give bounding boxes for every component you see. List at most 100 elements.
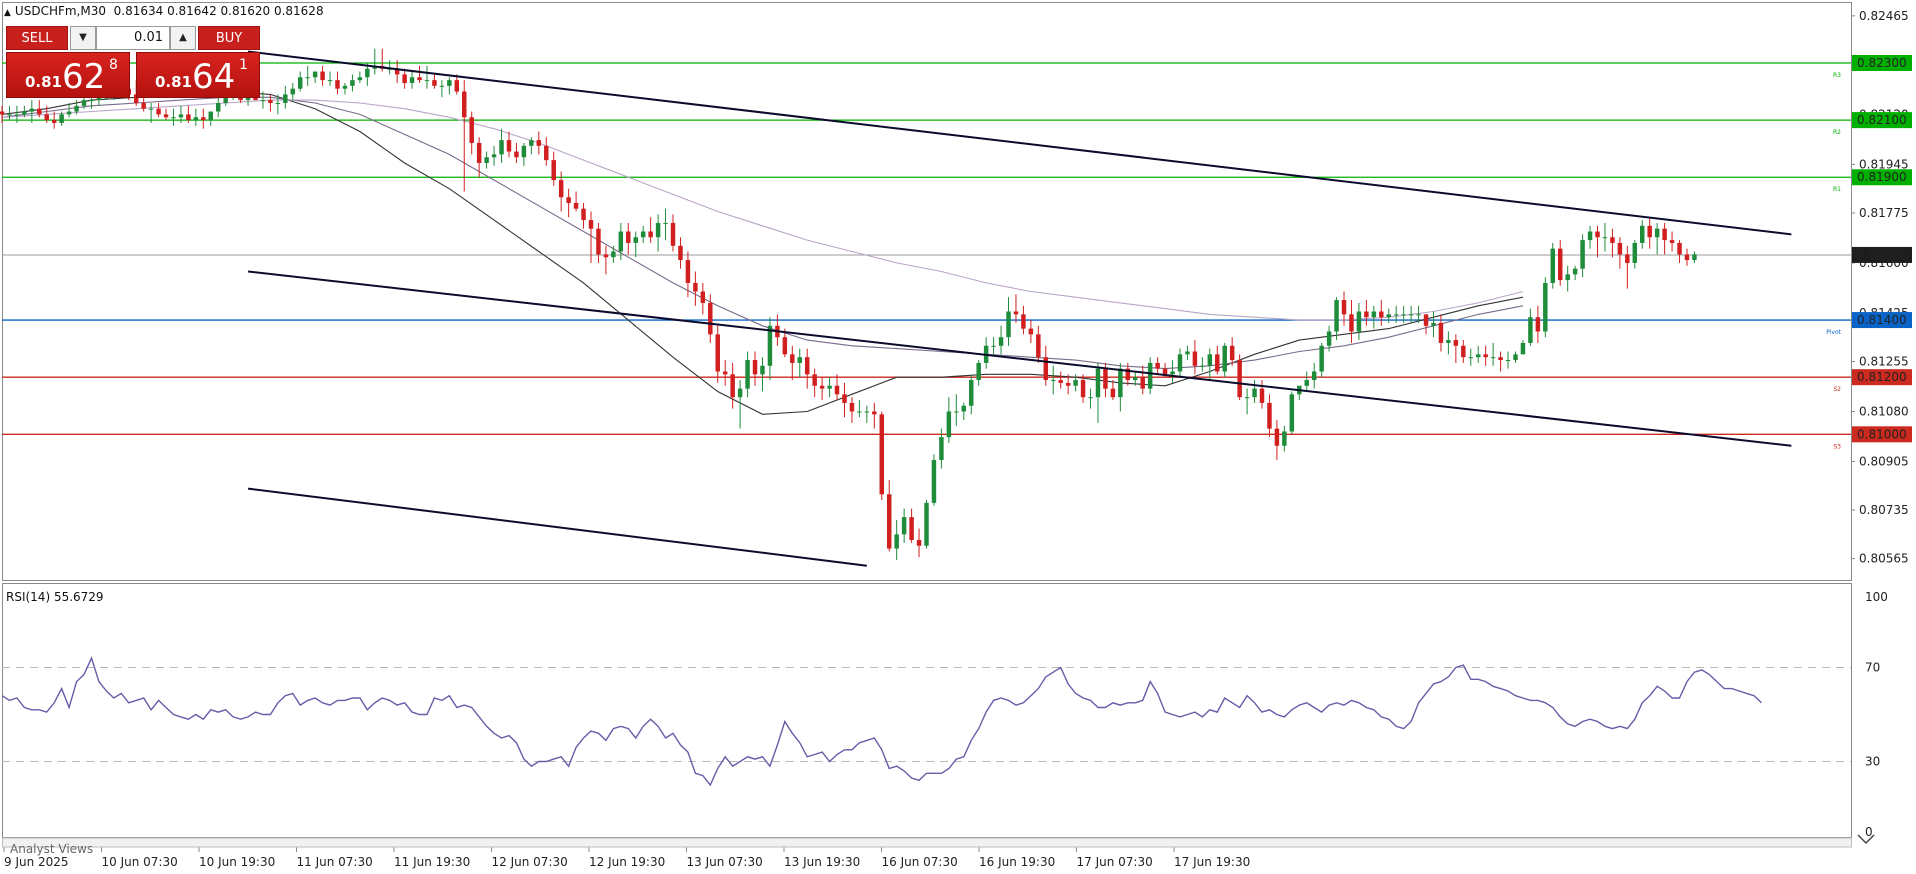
candle-body (886, 494, 892, 549)
candle-body (1065, 382, 1071, 386)
y-tick-label: 0.80735 (1859, 503, 1909, 517)
candle-body (626, 231, 631, 243)
candle-body (506, 140, 512, 152)
x-tick-label: 12 Jun 07:30 (492, 855, 568, 869)
candle-body (909, 517, 914, 541)
candle-body (730, 374, 735, 398)
candle-body (573, 202, 579, 209)
candle-body (693, 282, 698, 292)
candle-body (1341, 300, 1347, 315)
level-price-tag (1852, 169, 1912, 186)
candle-body (74, 105, 79, 112)
sell-price-prefix: 0.81 (25, 73, 63, 91)
scrollbar-track[interactable] (2, 837, 1852, 848)
candle-body (14, 114, 20, 116)
candle-body (640, 231, 646, 238)
trend-channel-line (247, 487, 867, 567)
candle-body (1125, 368, 1131, 381)
candle-body (1207, 354, 1213, 366)
level-price-label: 0.81900 (1857, 170, 1907, 184)
buy-price-point: 1 (239, 57, 248, 73)
level-price-label: 0.81400 (1857, 313, 1907, 327)
candle-body (44, 114, 49, 121)
candle-body (588, 220, 594, 229)
candle-body (864, 411, 870, 413)
one-click-trading-panel: SELL ▼ 0.01 ▲ BUY 0.81 62 8 0.81 64 1 (6, 24, 260, 98)
candle-body (1051, 380, 1056, 382)
candle-body (655, 222, 661, 238)
candle-body (536, 140, 542, 146)
candle-body (462, 91, 467, 118)
lot-decrease-button[interactable]: ▼ (70, 26, 96, 50)
candle-body (1289, 394, 1295, 432)
candle-body (1550, 248, 1556, 283)
candle-body (1408, 314, 1414, 316)
candle-body (1371, 311, 1377, 318)
candle-body (1147, 362, 1153, 389)
sell-price-main: 62 (62, 57, 106, 97)
candle-body (1610, 237, 1615, 243)
candle-body (1058, 380, 1063, 383)
analyst-views-tab[interactable]: Analyst Views (10, 842, 94, 856)
candle-body (1513, 354, 1518, 361)
trend-channel-line (247, 50, 1792, 236)
candle-body (1543, 282, 1548, 332)
candle-body (1252, 388, 1257, 398)
candle-body (991, 345, 996, 347)
candle-body (745, 360, 750, 389)
current-price-tag (1852, 246, 1912, 263)
chart-header: ▲ USDCHFm,M30 0.81634 0.81642 0.81620 0.8… (4, 4, 324, 18)
y-tick-label: 0.81255 (1859, 354, 1909, 368)
level-price-tag (1852, 369, 1912, 386)
candle-body (1326, 331, 1332, 346)
candle-body (469, 117, 474, 143)
scroll-right-icon[interactable] (1857, 834, 1875, 845)
candle-body (872, 411, 877, 415)
candle-body (611, 251, 616, 258)
lot-size-input[interactable]: 0.01 (96, 26, 170, 50)
lot-increase-button[interactable]: ▲ (170, 26, 196, 50)
sell-button[interactable]: SELL (6, 26, 68, 50)
candle-body (633, 237, 638, 243)
x-tick-label: 16 Jun 07:30 (882, 855, 958, 869)
candle-body (700, 291, 706, 303)
candle-body (1640, 225, 1645, 243)
candle-body (1088, 397, 1093, 399)
candle-body (350, 80, 355, 86)
candle-body (1438, 322, 1444, 343)
candle-body (752, 360, 758, 375)
rsi-tick-label: 30 (1865, 755, 1880, 769)
x-tick-label: 17 Jun 19:30 (1174, 855, 1250, 869)
y-tick-label: 0.81080 (1859, 404, 1909, 418)
rsi-tick-label: 70 (1865, 661, 1880, 675)
buy-button[interactable]: BUY (198, 26, 260, 50)
candle-body (0, 111, 5, 115)
y-tick-label: 0.80905 (1859, 454, 1909, 468)
candle-body (1468, 357, 1473, 359)
main-chart-frame (2, 2, 1852, 581)
candle-body (1572, 268, 1578, 275)
rsi-tick-label: 0 (1865, 825, 1873, 839)
candle-body (171, 117, 176, 119)
candle-body (1080, 380, 1086, 398)
candle-body (1557, 248, 1563, 281)
candle-body (141, 102, 146, 109)
candle-body (178, 114, 184, 118)
candle-body (1505, 360, 1511, 362)
candle-body (998, 337, 1004, 346)
candle-body (618, 231, 624, 252)
candle-body (849, 402, 855, 412)
x-tick-label: 11 Jun 19:30 (394, 855, 470, 869)
candle-body (596, 228, 601, 255)
candle-body (715, 334, 720, 372)
candle-body (834, 385, 840, 395)
candle-body (968, 380, 974, 406)
sell-price-box[interactable]: 0.81 62 8 (6, 52, 130, 98)
buy-price-box[interactable]: 0.81 64 1 (136, 52, 260, 98)
candle-body (327, 80, 333, 82)
candle-body (499, 140, 504, 155)
candle-body (66, 111, 72, 115)
candle-body (812, 374, 817, 386)
candle-body (1006, 311, 1011, 338)
